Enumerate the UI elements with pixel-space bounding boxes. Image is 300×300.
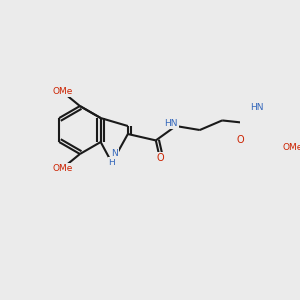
- Text: OMe: OMe: [282, 143, 300, 152]
- Text: OMe: OMe: [52, 164, 73, 173]
- Text: O: O: [237, 135, 244, 146]
- Text: OMe: OMe: [52, 87, 73, 96]
- Text: HN: HN: [164, 119, 178, 128]
- Text: O: O: [156, 153, 164, 163]
- Text: H: H: [109, 158, 115, 167]
- Text: HN: HN: [250, 103, 264, 112]
- Text: N: N: [111, 149, 118, 158]
